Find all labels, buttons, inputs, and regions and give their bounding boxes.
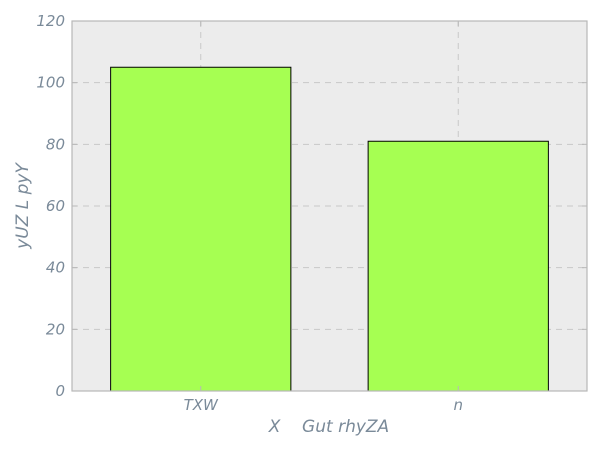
y-tick-label: 20 [46, 320, 65, 338]
x-tick-label: TXW [184, 396, 219, 414]
y-axis-label: yUZ L pyY [13, 162, 33, 250]
x-tick-label: n [453, 396, 463, 414]
y-tick-label: 100 [36, 74, 65, 92]
y-tick-label: 40 [46, 259, 65, 277]
bar-TXW [110, 66, 292, 392]
y-tick-label: 80 [46, 135, 65, 153]
bar-n [367, 140, 549, 392]
y-tick-label: 120 [36, 12, 65, 30]
x-axis-label: X Gut rhyZA [268, 417, 389, 437]
y-tick-label: 60 [46, 197, 65, 215]
y-tick-label: 0 [55, 382, 65, 400]
